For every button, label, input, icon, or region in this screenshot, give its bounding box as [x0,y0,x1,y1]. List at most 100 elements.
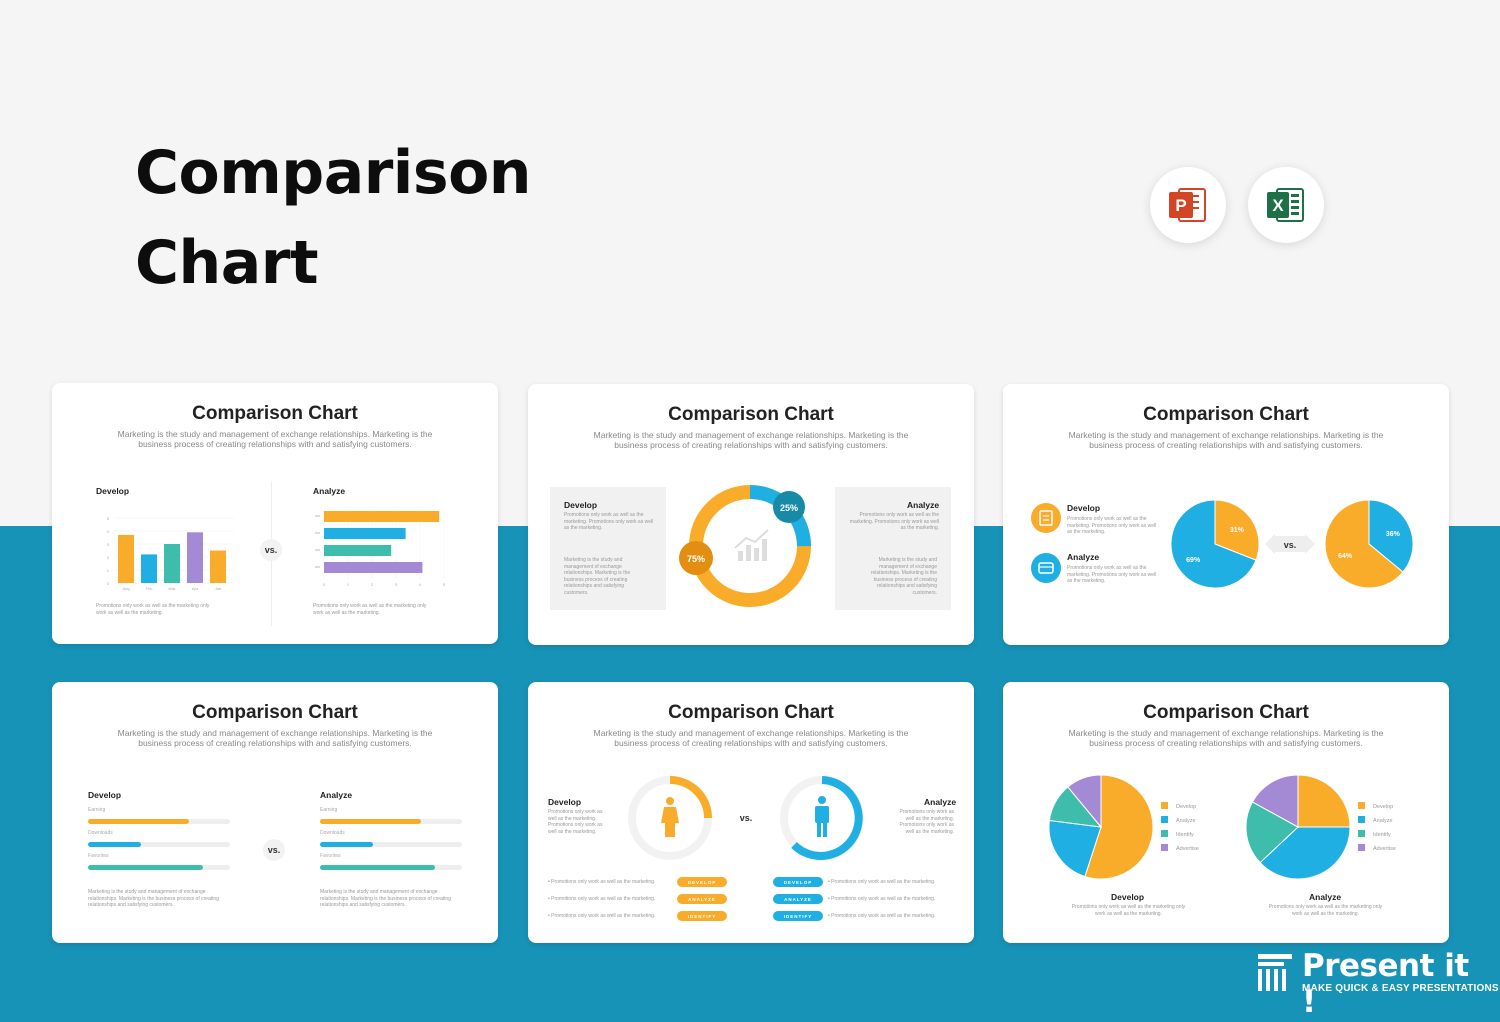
progress-track [88,865,230,870]
legend-swatch [1358,802,1365,809]
analyze-promo: Promotions only work as well as the mark… [849,512,939,531]
pie-develop-slice-3 [1067,774,1102,829]
powerpoint-icon: P [1150,167,1226,243]
legend-swatch [1358,830,1365,837]
y-tick-label: 3 [107,542,110,547]
analyze-promo: Promotions only work as well as the mark… [899,809,954,835]
progress-track [320,842,462,847]
develop-label: Develop [564,500,598,510]
y-tick-label: 5 [107,516,110,521]
slide-donut-comparison[interactable]: Comparison Chart Marketing is the study … [528,384,974,645]
x-tick-label: Aug [122,586,129,591]
progress-track [320,865,462,870]
develop-text: Marketing is the study and management of… [564,557,631,596]
legend-label: Analyze [1373,818,1393,824]
legend-swatch [1358,844,1365,851]
woman-icon [661,797,679,837]
svg-text:X: X [1272,196,1284,215]
legend-label: Identify [1176,832,1194,838]
y-tick-mark [315,515,320,517]
analyze-description: Promotions only work as well as the mark… [313,603,427,616]
pie-analyze-slice-3 [1251,774,1299,828]
slide-subtitle: Marketing is the study and management of… [1068,728,1384,748]
develop-promo: Promotions only work as well as the mark… [564,512,654,531]
pie-develop-slice-0 [1084,774,1154,880]
legend-swatch [1161,816,1168,823]
slide-pie-breakdown[interactable]: Comparison Chart Marketing is the study … [1003,682,1449,943]
progress-track [88,842,230,847]
bullet-text: • Promotions only work as well as the ma… [548,913,656,919]
analyze-label: Analyze [313,486,346,496]
develop-promo: Promotions only work as well as the mark… [1067,516,1157,535]
slide-title: Comparison Chart [192,403,358,424]
analyze-label: Analyze [320,790,353,800]
slide-pie-comparison[interactable]: Comparison Chart Marketing is the study … [1003,384,1449,645]
bar [324,511,440,522]
pie-left-slice-0 [1214,499,1260,561]
excel-icon: X [1248,167,1324,243]
analyze-label: Analyze [1309,892,1342,902]
develop-label: Develop [88,790,122,800]
y-tick-mark [315,549,320,551]
develop-promo: Promotions only work as well as the mark… [548,809,603,835]
pill-identify-develop: IDENTIFY [677,911,727,921]
x-tick-label: Jan [215,586,221,591]
progress-track [320,819,462,824]
progress-label: Earning [320,807,338,813]
analyze-caption: Promotions only work as well as the mark… [1268,904,1383,917]
develop-ring-arc [669,776,712,819]
slide-subtitle: Marketing is the study and management of… [593,728,909,748]
vs-badge: vs. [263,839,285,861]
progress-label: Downloads [88,830,113,836]
slide-person-comparison[interactable]: Comparison Chart Marketing is the study … [528,682,974,943]
bullet-rows: • Promotions only work as well as the ma… [528,877,974,922]
svg-text:vs.: vs. [1284,540,1297,550]
pie-left-slice-1 [1170,499,1257,589]
slide-title: Comparison Chart [668,702,834,723]
brand-tagline: MAKE QUICK & EASY PRESENTATIONS [1302,983,1499,994]
develop-label: Develop [548,797,582,807]
document-icon [1031,503,1061,533]
legend-swatch [1358,816,1365,823]
percent-25-badge [773,491,805,523]
slide-title: Comparison Chart [1143,702,1309,723]
bullet-text: • Promotions only work as well as the ma… [548,896,656,902]
x-tick-label: 2 [371,582,374,587]
develop-text: Marketing is the study and management of… [88,889,219,908]
pill-identify-analyze: IDENTIFY [773,911,823,921]
analyze-panel [835,487,951,610]
pie-breakdown: Develop Analyze Identify Advertise Develop An… [1048,774,1396,880]
svg-text:vs.: vs. [740,813,753,823]
develop-description: Promotions only work as well as the mark… [96,603,210,616]
bar [187,532,203,583]
progress-fill [88,842,141,847]
analyze-progress-group: Earning Downloads Favorites [320,807,462,877]
slide-title: Comparison Chart [1143,404,1309,425]
chart-growth-icon [734,529,769,561]
develop-label: Develop [1111,892,1145,902]
person-rings: vs. [628,776,864,860]
analyze-label: Analyze [907,500,940,510]
pie-analyze-slice-1 [1259,826,1351,880]
pie-develop-slice-1 [1048,819,1102,878]
pie-right-slice-0 [1368,499,1414,573]
analyze-text: Marketing is the study and management of… [870,557,937,596]
progress-fill [88,865,204,870]
pie-analyze-slice-0 [1297,774,1351,828]
pie-left-label-1: 69% [1186,557,1201,564]
bullet-text: • Promotions only work as well as the ma… [828,879,936,885]
develop-caption: Promotions only work as well as the mark… [1071,904,1186,917]
presentation-logo-icon [1258,954,1292,991]
legend-label: Identify [1373,832,1391,838]
page-title: Comparison Chart [135,138,532,298]
slide-progress-comparison[interactable]: Comparison Chart Marketing is the study … [52,682,498,943]
progress-fill [320,865,436,870]
analyze-text: Marketing is the study and management of… [320,889,451,908]
x-tick-label: Apr [192,586,199,591]
x-tick-label: 1 [347,582,350,587]
analyze-ring-arc [791,776,863,860]
legend-label: Analyze [1176,818,1196,824]
percent-75-badge [679,541,713,575]
slide-bar-comparison[interactable]: Comparison Chart Marketing is the study … [52,383,498,644]
analyze-bar-chart: 0 1 2 3 4 5 [315,507,446,587]
